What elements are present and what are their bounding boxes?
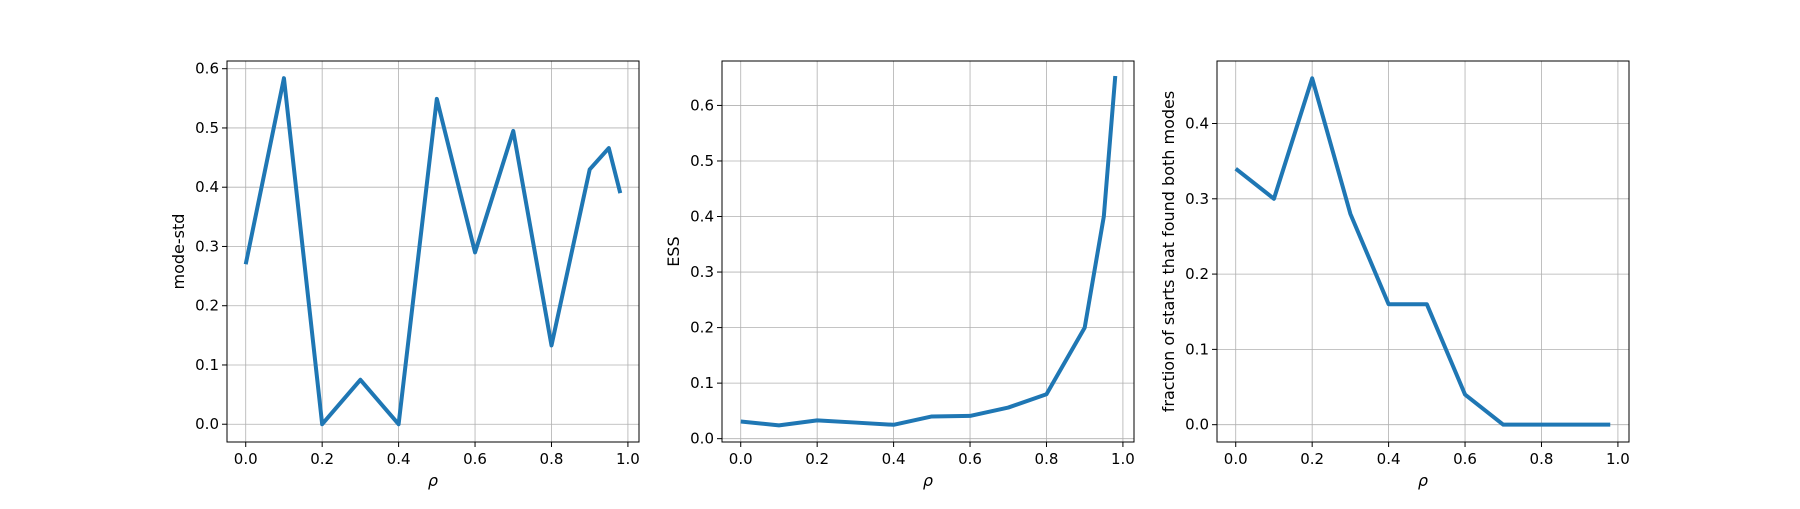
- y-tick-label: 0.4: [1185, 114, 1209, 132]
- y-tick-label: 0.6: [195, 60, 219, 78]
- series-line: [1234, 76, 1611, 427]
- x-tick-label: 0.4: [1377, 450, 1401, 468]
- x-tick-label: 0.0: [729, 450, 753, 468]
- y-tick-label: 0.2: [195, 297, 219, 315]
- y-tick-label: 0.3: [1185, 190, 1209, 208]
- y-tick-label: 0.6: [690, 96, 714, 114]
- y-axis-label: mode-std: [169, 214, 188, 290]
- x-tick-label: 1.0: [1606, 450, 1630, 468]
- y-tick-label: 0.4: [690, 208, 714, 226]
- x-tick-label: 0.0: [1224, 450, 1248, 468]
- series-line: [243, 76, 623, 427]
- y-tick-label: 0.1: [690, 374, 714, 392]
- y-tick-label: 0.3: [690, 263, 714, 281]
- x-tick-label: 0.0: [234, 450, 258, 468]
- x-tick-label: 0.6: [1453, 450, 1477, 468]
- x-tick-label: 1.0: [616, 450, 640, 468]
- chart-panel-1: 0.0 0.2 0.4 0.6 0.8 1.0 0.0 0.1 0.2 0.3 0.4 0.5 0.6 ρ…: [169, 60, 640, 490]
- y-tick-label: 0.5: [195, 119, 219, 137]
- x-axis-label: ρ: [1418, 471, 1428, 490]
- plot-frame: [226, 60, 640, 443]
- y-axis-label: ESS: [664, 236, 683, 266]
- y-tick-label: 0.2: [690, 319, 714, 337]
- series-line: [740, 75, 1118, 428]
- plot-frame: [721, 60, 1135, 443]
- y-tick-label: 0.0: [195, 415, 219, 433]
- x-tick-label: 0.4: [882, 450, 906, 468]
- y-tick-label: 0.0: [690, 430, 714, 448]
- chart-panel-3: 0.0 0.2 0.4 0.6 0.8 1.0 0.0 0.1 0.2 0.3 0.4 ρ fracti…: [1159, 60, 1630, 490]
- x-tick-label: 0.8: [540, 450, 564, 468]
- x-tick-label: 0.6: [463, 450, 487, 468]
- x-tick-label: 0.8: [1530, 450, 1554, 468]
- x-tick-label: 0.2: [310, 450, 334, 468]
- y-tick-label: 0.5: [690, 152, 714, 170]
- y-tick-label: 0.0: [1185, 416, 1209, 434]
- x-tick-label: 0.2: [1300, 450, 1324, 468]
- x-tick-label: 0.2: [805, 450, 829, 468]
- x-tick-label: 1.0: [1111, 450, 1135, 468]
- chart-panel-2: 0.0 0.2 0.4 0.6 0.8 1.0 0.0 0.1 0.2 0.3 0.4 0.5 0.6 ρ…: [664, 60, 1135, 490]
- x-tick-label: 0.6: [958, 450, 982, 468]
- y-tick-label: 0.3: [195, 237, 219, 255]
- y-tick-label: 0.2: [1185, 265, 1209, 283]
- y-tick-label: 0.4: [195, 178, 219, 196]
- plot-frame: [1216, 60, 1630, 443]
- y-axis-label: fraction of starts that found both modes: [1159, 91, 1178, 412]
- x-axis-label: ρ: [428, 471, 438, 490]
- y-tick-label: 0.1: [195, 356, 219, 374]
- x-axis-label: ρ: [923, 471, 933, 490]
- x-tick-label: 0.4: [387, 450, 411, 468]
- x-tick-label: 0.8: [1035, 450, 1059, 468]
- y-tick-label: 0.1: [1185, 340, 1209, 358]
